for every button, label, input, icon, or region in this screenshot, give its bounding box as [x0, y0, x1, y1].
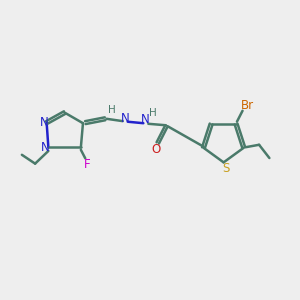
Text: N: N [40, 116, 49, 129]
Text: N: N [40, 141, 49, 154]
Text: N: N [120, 112, 129, 125]
Text: Br: Br [241, 99, 254, 112]
Text: S: S [222, 162, 230, 175]
Text: O: O [152, 143, 161, 156]
Text: H: H [108, 105, 116, 115]
Text: N: N [141, 113, 150, 126]
Text: F: F [83, 158, 90, 171]
Text: H: H [149, 108, 157, 118]
